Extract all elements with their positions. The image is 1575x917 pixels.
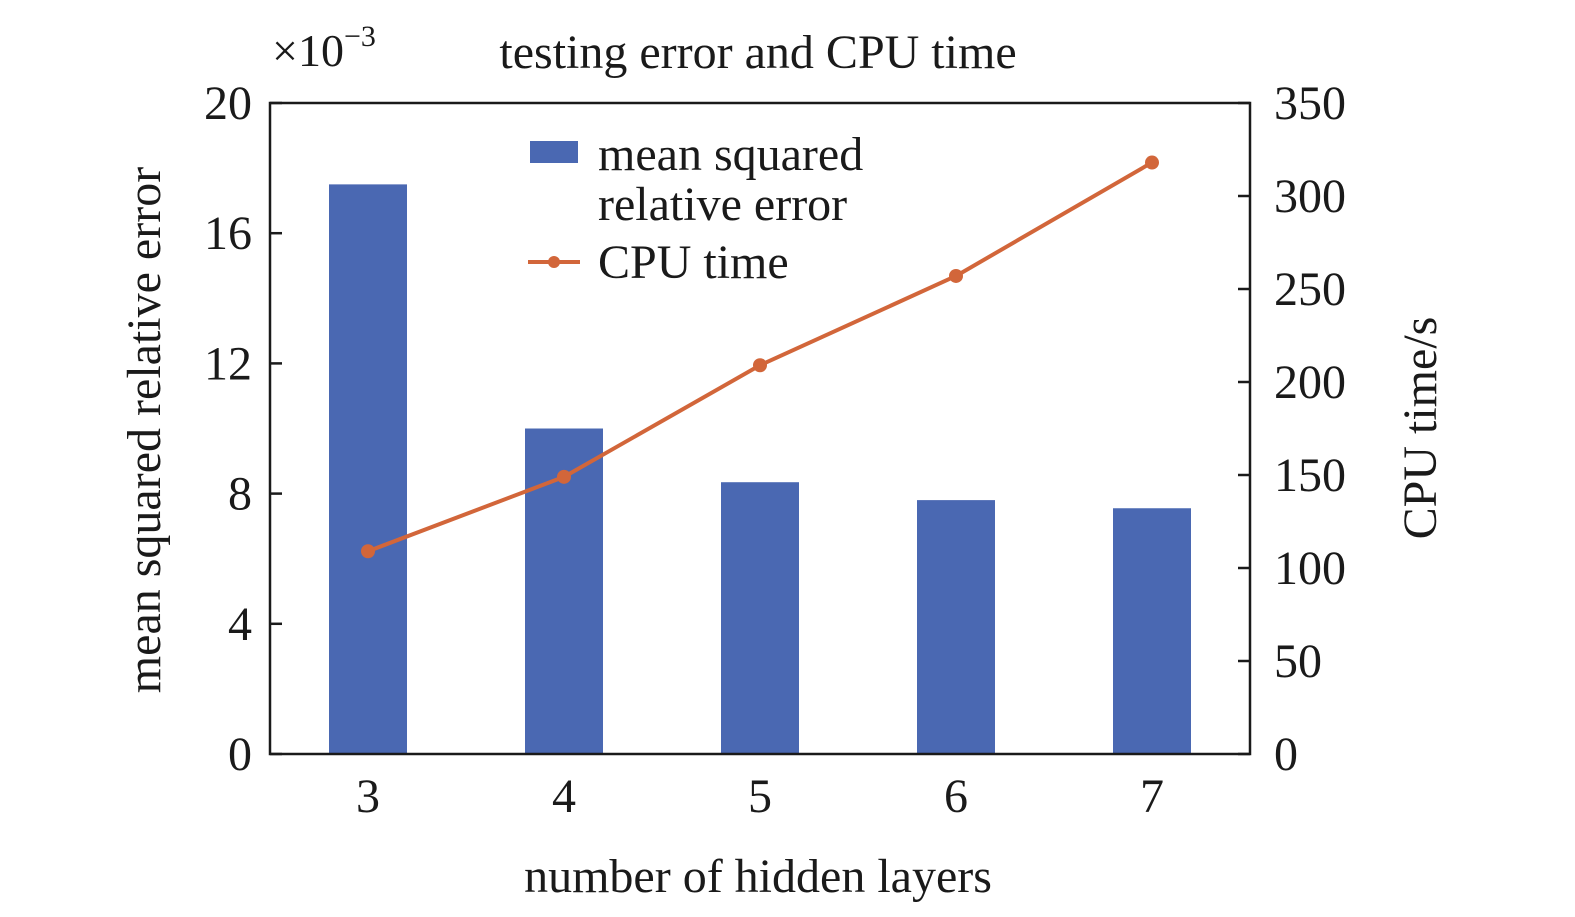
right-tick-label-300: 300	[1274, 170, 1346, 223]
legend-swatch-error	[530, 141, 578, 163]
right-tick-label-350: 350	[1274, 77, 1346, 130]
cpu-time-point-3	[361, 544, 375, 559]
left-axis-label: mean squared relative error	[118, 167, 171, 693]
left-tick-label-0: 0	[228, 728, 252, 781]
error-bar-5	[721, 482, 799, 754]
legend: mean squared relative error CPU time	[528, 128, 863, 289]
chart-title: testing error and CPU time	[499, 26, 1016, 79]
error-bar-3	[329, 184, 407, 754]
x-tick-label-3: 3	[356, 770, 380, 823]
cpu-time-point-5	[753, 358, 767, 373]
plot-frame	[268, 101, 1252, 756]
legend-label-error-line1: mean squared	[598, 128, 863, 181]
left-tick-label-16: 16	[204, 207, 252, 260]
x-tick-label-6: 6	[944, 770, 968, 823]
right-axis-ticks: 0 50 100 150 200 250 300 350	[1238, 77, 1346, 781]
left-axis-scale-prefix: ×10	[272, 25, 344, 76]
cpu-time-point-6	[949, 268, 963, 283]
left-tick-label-20: 20	[204, 77, 252, 130]
error-bar-7	[1113, 508, 1191, 754]
left-axis-ticks: 0 4 8 12 16 20	[204, 77, 282, 781]
right-tick-label-50: 50	[1274, 635, 1322, 688]
right-tick-label-200: 200	[1274, 356, 1346, 409]
legend-swatch-cpu-marker	[548, 256, 560, 268]
legend-label-cpu: CPU time	[598, 236, 789, 289]
cpu-time-line-layer	[361, 155, 1159, 559]
x-axis-label: number of hidden layers	[524, 850, 992, 903]
right-tick-label-100: 100	[1274, 542, 1346, 595]
left-axis-scale-factor: ×10−3	[272, 20, 376, 76]
x-tick-label-4: 4	[552, 770, 576, 823]
left-axis-scale-exponent: −3	[344, 20, 376, 53]
x-tick-label-5: 5	[748, 770, 772, 823]
error-bar-6	[917, 500, 995, 754]
right-tick-label-150: 150	[1274, 449, 1346, 502]
right-axis-label: CPU time/s	[1394, 317, 1447, 540]
legend-label-error-line2: relative error	[598, 178, 847, 231]
x-tick-label-7: 7	[1140, 770, 1164, 823]
x-axis-ticks: 3 4 5 6 7	[356, 770, 1164, 823]
cpu-time-point-7	[1145, 155, 1159, 170]
left-tick-label-4: 4	[228, 598, 252, 651]
cpu-time-point-4	[557, 469, 571, 484]
left-tick-label-12: 12	[204, 337, 252, 390]
bars-layer	[329, 184, 1191, 754]
right-tick-label-250: 250	[1274, 263, 1346, 316]
right-tick-label-0: 0	[1274, 728, 1298, 781]
left-tick-label-8: 8	[228, 468, 252, 521]
